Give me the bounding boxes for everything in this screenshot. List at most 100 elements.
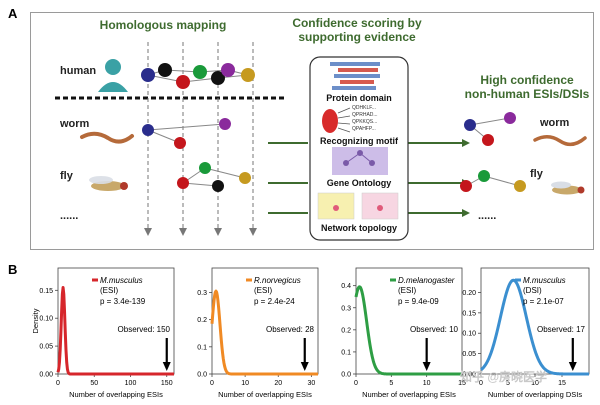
y-tick-label: 0.0 (341, 372, 351, 379)
x-tick-label: 150 (161, 380, 173, 387)
x-tick-label: 5 (389, 380, 393, 387)
evidence-flow-arrows (268, 142, 468, 214)
y-tick-label: 0.4 (341, 283, 351, 290)
y-tick-label: 0.3 (197, 290, 207, 297)
high-confidence-line2: non-human ESIs/DSIs (464, 87, 590, 101)
chart-3: 0.0 0.1 0.2 0.3 0.4 0 5 10 15 Number of overlappi… (330, 262, 470, 405)
legend-species: M.musculus (100, 276, 143, 285)
x-tick-label: 0 (354, 380, 358, 387)
evidence-arrow-heads (462, 139, 470, 217)
y-tick-label: 0.2 (197, 317, 207, 324)
x-tick-label: 0 (479, 380, 483, 387)
gene-ontology-label: Gene Ontology (326, 178, 392, 188)
recognizing-motif-label: Recognizing motif (320, 136, 398, 146)
x-tick-label: 15 (558, 380, 566, 387)
y-tick-label: 0.00 (39, 372, 53, 379)
y-tick-label: 0.1 (197, 344, 207, 351)
y-tick-label: 0.05 (462, 351, 476, 358)
result-fly-icon (551, 181, 585, 195)
x-tick-label: 20 (274, 380, 282, 387)
p-value-label: p = 9.4e-09 (398, 297, 439, 306)
y-tick-label: 0.1 (341, 349, 351, 356)
p-value-label: p = 2.1e-07 (523, 297, 564, 306)
x-axis-label: Number of overlapping DSIs (488, 390, 582, 399)
y-tick-label: 0.0 (197, 372, 207, 379)
y-tick-label: 0.00 (462, 372, 476, 379)
legend-type: (ESI) (254, 286, 273, 295)
worm-network (147, 123, 226, 144)
chart-1: 0.00 0.05 0.10 0.15 0 50 100 150 Number of overl… (31, 262, 182, 405)
homologous-mapping-title: Homologous mapping (99, 18, 227, 32)
x-tick-label: 50 (90, 380, 98, 387)
legend-species: D.melanogaster (398, 276, 455, 285)
motif-seq-3: QPKKQS... (352, 119, 378, 125)
protein-domain-icon (330, 62, 380, 90)
fly-network-nodes (177, 162, 251, 192)
observed-arrow-head (300, 362, 309, 371)
gene-ontology-icon (332, 147, 388, 175)
legend-type: (DSI) (523, 286, 542, 295)
chart-1-svg: 0.00 0.05 0.10 0.15 0 50 100 150 Number of overl… (31, 267, 175, 399)
chart-2-svg: 0.0 0.1 0.2 0.3 0 10 20 30 Number of overlapping… (197, 267, 319, 399)
watermark: 知乎 @房晓医学 (460, 370, 548, 384)
density-curve (210, 289, 319, 376)
x-tick-label: 15 (458, 380, 466, 387)
x-tick-label: 0 (210, 380, 214, 387)
high-confidence-line1: High confidence (480, 73, 574, 87)
x-tick-label: 10 (531, 380, 539, 387)
y-axis-label: Density (31, 308, 40, 333)
legend-species: R.norvegicus (254, 276, 301, 285)
network-topology-icon (317, 192, 399, 220)
x-tick-label: 10 (241, 380, 249, 387)
result-worm-label: worm (540, 117, 570, 129)
density-curve (480, 278, 590, 376)
result-more-label: ...... (478, 210, 497, 222)
species-worm-label: worm (60, 118, 90, 130)
panel-a-graphic (55, 42, 587, 241)
worm-icon (80, 131, 134, 144)
protein-domain-label: Protein domain (326, 93, 392, 103)
motif-sequences: QDHKLF... QPRHAD... QPKKQS... QPAHFP... (352, 105, 378, 133)
legend-type: (ESI) (398, 286, 417, 295)
y-tick-label: 0.15 (462, 310, 476, 317)
x-tick-label: 0 (56, 380, 60, 387)
species-more-label: ...... (60, 210, 79, 222)
worm-network-nodes (142, 118, 231, 149)
vertical-arrow-heads (144, 228, 257, 236)
y-tick-label: 0.20 (462, 290, 476, 297)
x-tick-label: 10 (423, 380, 431, 387)
species-fly-label: fly (60, 170, 73, 182)
x-tick-label: 100 (125, 380, 137, 387)
motif-icon (322, 107, 351, 133)
p-value-label: p = 2.4e-24 (254, 297, 295, 306)
species-human-label: human (60, 65, 97, 77)
legend-type: (ESI) (100, 286, 119, 295)
observed-arrow-head (162, 362, 171, 371)
density-curve (354, 285, 463, 376)
human-network-nodes (141, 63, 255, 89)
x-tick-label: 30 (307, 380, 315, 387)
x-axis-label: Number of overlapping ESIs (69, 390, 163, 399)
observed-label: Observed: 17 (537, 325, 586, 334)
x-axis-label: Number of overlapping ESIs (362, 390, 456, 399)
motif-seq-1: QDHKLF... (352, 105, 376, 111)
confidence-title-line2: supporting evidence (298, 30, 416, 44)
density-curve (56, 286, 175, 376)
result-fly-label: fly (530, 168, 543, 180)
y-tick-label: 0.05 (39, 344, 53, 351)
y-tick-label: 0.10 (39, 316, 53, 323)
result-worm-icon (533, 135, 587, 147)
observed-label: Observed: 150 (118, 325, 171, 334)
chart-4-svg: 0.00 0.05 0.10 0.15 0.20 0 5 10 15 Number of over… (462, 267, 590, 399)
fly-icon (89, 176, 128, 191)
y-tick-label: 0.3 (341, 305, 351, 312)
legend-species: M.musculus (523, 276, 566, 285)
chart-2: 0.0 0.1 0.2 0.3 0 10 20 30 Number of overlapping… (186, 262, 326, 405)
panel-a-frame (30, 12, 594, 250)
x-axis-label: Number of overlapping ESIs (218, 390, 312, 399)
motif-seq-4: QPAHFP... (352, 126, 376, 132)
panel-letter-b: B (8, 262, 18, 277)
confidence-title-line1: Confidence scoring by (292, 16, 422, 30)
result-worm-network (464, 112, 516, 146)
